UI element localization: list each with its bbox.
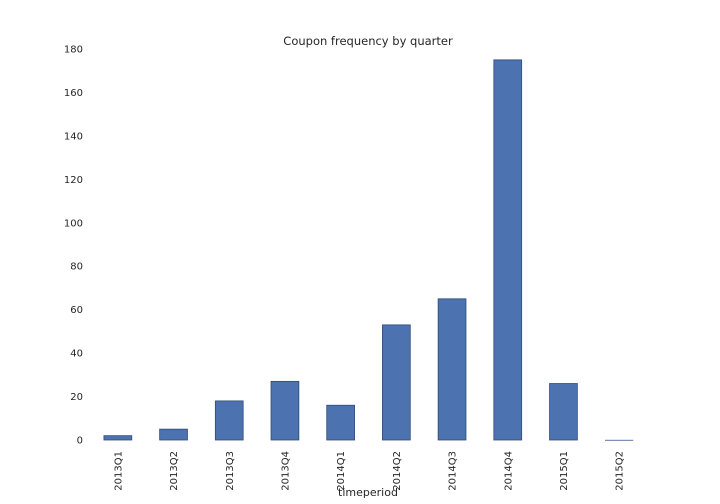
y-tick-label: 120 [64,175,83,186]
x-tick-label: 2014Q3 [448,451,459,491]
y-tick-label: 0 [77,436,83,447]
bars [103,59,634,441]
bar-2014Q3 [437,298,467,441]
y-axis-ticks: 0 20 40 60 80 100 120 140 160 180 [64,45,83,447]
bar-2013Q1 [103,435,133,441]
x-axis-ticks: 2013Q1 2013Q2 2013Q3 2013Q4 2014Q1 2014Q2 2014… [113,451,625,491]
y-tick-label: 140 [64,131,83,142]
chart-title: Coupon frequency by quarter [283,34,453,48]
x-tick-label: 2014Q2 [392,451,403,491]
y-tick-label: 100 [64,218,83,229]
y-tick-label: 160 [64,88,83,99]
bar-2014Q2 [382,324,411,441]
x-axis-title: timeperiod [338,486,398,499]
y-tick-label: 40 [70,349,83,360]
bar-2013Q2 [159,428,188,441]
bar-2014Q4 [493,59,523,441]
bar-2014Q1 [326,404,355,441]
x-tick-label: 2014Q4 [503,451,514,491]
x-tick-label: 2015Q1 [559,451,570,491]
y-tick-label: 180 [64,45,83,56]
bar-2015Q2 [605,439,634,441]
x-tick-label: 2015Q2 [615,451,626,491]
y-tick-label: 20 [70,392,83,403]
bar-2013Q3 [214,400,244,441]
y-tick-label: 60 [70,305,83,316]
x-tick-label: 2013Q4 [280,451,291,491]
bar-2013Q4 [270,380,300,441]
bar-2015Q1 [549,383,578,441]
x-tick-label: 2014Q1 [336,451,347,491]
x-tick-label: 2013Q2 [169,451,180,491]
y-tick-label: 80 [70,262,83,273]
x-tick-label: 2013Q3 [225,451,236,491]
x-tick-label: 2013Q1 [113,451,124,491]
